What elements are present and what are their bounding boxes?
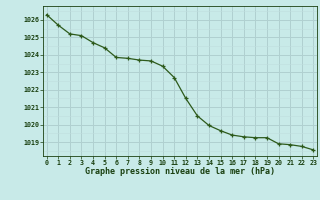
X-axis label: Graphe pression niveau de la mer (hPa): Graphe pression niveau de la mer (hPa) [85, 167, 275, 176]
